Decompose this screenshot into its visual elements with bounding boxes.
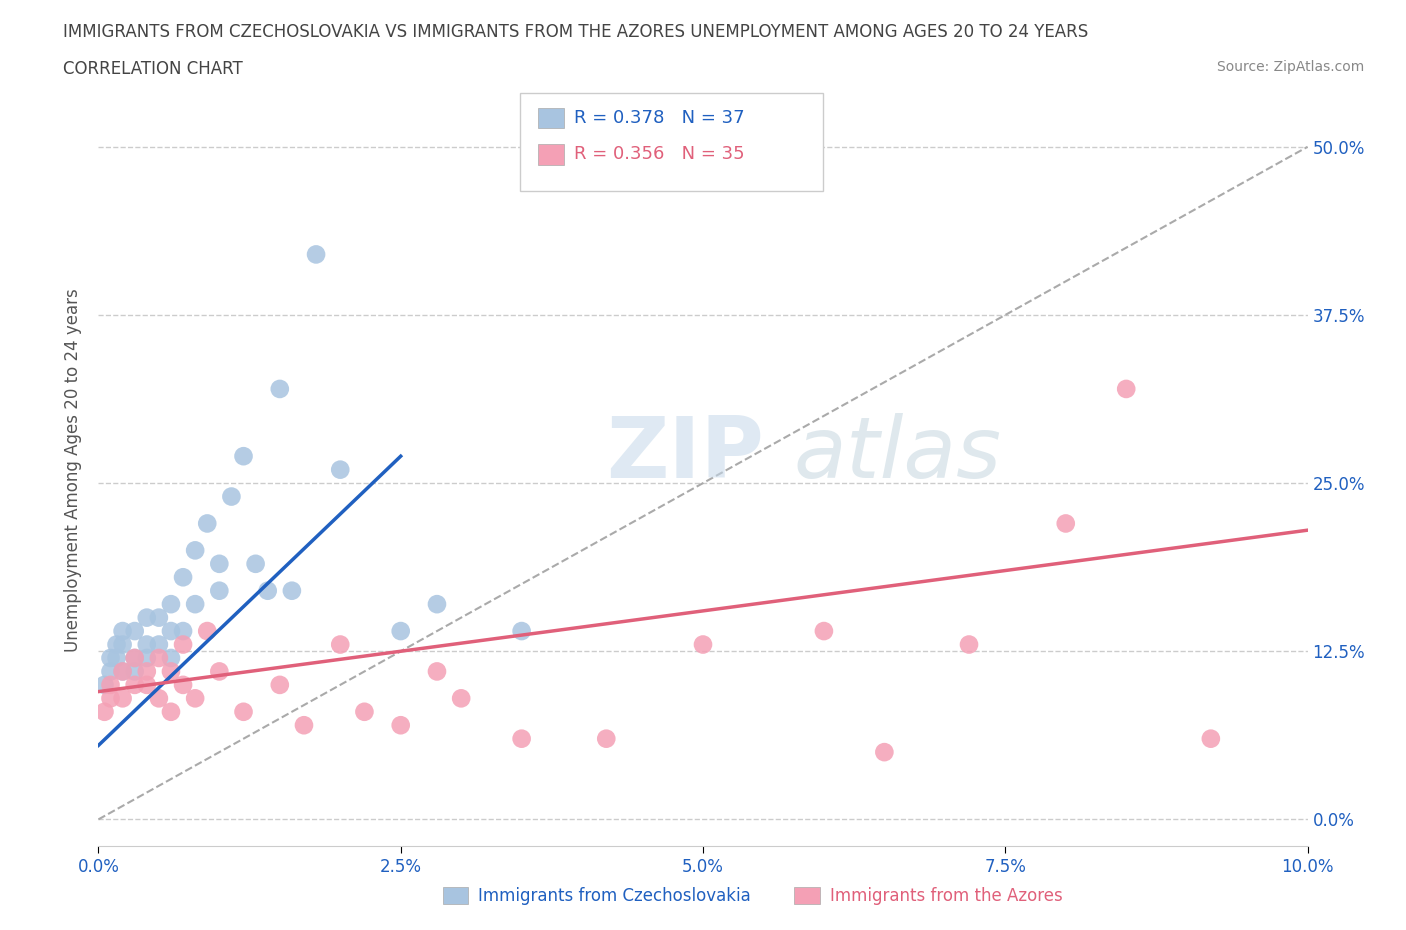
Point — [692, 637, 714, 652]
Point — [595, 731, 617, 746]
Point — [111, 624, 134, 639]
Point — [135, 637, 157, 652]
Point — [353, 704, 375, 719]
Point — [292, 718, 315, 733]
Point — [329, 637, 352, 652]
Point — [184, 597, 207, 612]
Point — [160, 651, 183, 666]
Point — [100, 651, 122, 666]
Point — [510, 731, 533, 746]
Point — [389, 718, 412, 733]
Point — [208, 583, 231, 598]
Point — [100, 664, 122, 679]
Point — [135, 664, 157, 679]
Point — [100, 677, 122, 692]
Point — [957, 637, 980, 652]
Point — [160, 597, 183, 612]
Point — [269, 677, 291, 692]
Point — [208, 664, 231, 679]
Text: R = 0.378   N = 37: R = 0.378 N = 37 — [574, 109, 744, 127]
Point — [148, 637, 170, 652]
Point — [510, 624, 533, 639]
Point — [1115, 381, 1137, 396]
Point — [195, 516, 218, 531]
Point — [111, 664, 134, 679]
Point — [221, 489, 243, 504]
Point — [208, 556, 231, 571]
Point — [111, 691, 134, 706]
Point — [148, 610, 170, 625]
Point — [105, 651, 128, 666]
Point — [281, 583, 304, 598]
Point — [184, 691, 207, 706]
Point — [305, 247, 328, 262]
Point — [172, 677, 194, 692]
Point — [450, 691, 472, 706]
Text: Immigrants from the Azores: Immigrants from the Azores — [830, 886, 1063, 905]
Point — [873, 745, 896, 760]
Point — [172, 624, 194, 639]
Point — [148, 651, 170, 666]
Point — [100, 691, 122, 706]
Point — [1199, 731, 1222, 746]
Point — [329, 462, 352, 477]
Point — [160, 624, 183, 639]
Point — [93, 704, 115, 719]
Text: Source: ZipAtlas.com: Source: ZipAtlas.com — [1216, 60, 1364, 74]
Point — [269, 381, 291, 396]
Point — [124, 677, 146, 692]
Point — [135, 651, 157, 666]
Point — [124, 624, 146, 639]
Point — [135, 610, 157, 625]
Point — [426, 664, 449, 679]
Point — [93, 677, 115, 692]
Point — [426, 597, 449, 612]
Point — [195, 624, 218, 639]
Point — [160, 704, 183, 719]
Y-axis label: Unemployment Among Ages 20 to 24 years: Unemployment Among Ages 20 to 24 years — [63, 287, 82, 652]
Text: CORRELATION CHART: CORRELATION CHART — [63, 60, 243, 78]
Point — [256, 583, 278, 598]
Text: IMMIGRANTS FROM CZECHOSLOVAKIA VS IMMIGRANTS FROM THE AZORES UNEMPLOYMENT AMONG : IMMIGRANTS FROM CZECHOSLOVAKIA VS IMMIGR… — [63, 23, 1088, 41]
Point — [124, 651, 146, 666]
Point — [1054, 516, 1077, 531]
Point — [184, 543, 207, 558]
Point — [232, 449, 254, 464]
Text: ZIP: ZIP — [606, 413, 763, 496]
Text: atlas: atlas — [793, 413, 1001, 496]
Point — [245, 556, 267, 571]
Point — [172, 570, 194, 585]
Point — [148, 691, 170, 706]
Point — [124, 651, 146, 666]
Point — [813, 624, 835, 639]
Point — [135, 677, 157, 692]
Point — [105, 637, 128, 652]
Point — [232, 704, 254, 719]
Point — [389, 624, 412, 639]
Text: R = 0.356   N = 35: R = 0.356 N = 35 — [574, 145, 744, 164]
Point — [124, 664, 146, 679]
Point — [111, 664, 134, 679]
Point — [160, 664, 183, 679]
Point — [172, 637, 194, 652]
Text: Immigrants from Czechoslovakia: Immigrants from Czechoslovakia — [478, 886, 751, 905]
Point — [111, 637, 134, 652]
